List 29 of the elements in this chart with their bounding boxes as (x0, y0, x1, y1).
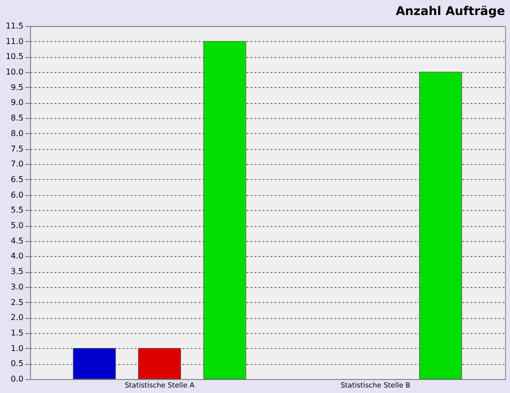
bar (203, 41, 246, 380)
bar (138, 348, 181, 380)
y-tick-label: 1.5 (10, 328, 24, 338)
y-tick-label: 8.0 (10, 128, 24, 138)
y-tick-label: 4.5 (10, 236, 24, 246)
y-tick-label: 11.5 (6, 22, 24, 30)
y-tick-label: 11.0 (6, 36, 24, 46)
bar (72, 348, 116, 380)
chart-title: Anzahl Aufträge (396, 4, 505, 18)
y-tick-label: 9.0 (10, 98, 24, 108)
y-tick-label: 1.0 (10, 344, 24, 353)
y-tick-label: 6.0 (10, 190, 24, 200)
y-tick-label: 7.5 (10, 144, 24, 154)
y-tick-label: 10.5 (6, 52, 24, 62)
y-tick-label: 9.5 (10, 82, 24, 92)
y-tick-label: 2.0 (10, 313, 24, 322)
y-tick-label: 8.5 (10, 114, 24, 123)
y-tick-label: 0.0 (10, 374, 24, 384)
y-tick-label: 4.0 (10, 252, 24, 261)
y-tick-label: 10.0 (6, 68, 24, 77)
y-tick-label: 5.5 (10, 206, 24, 215)
y-tick-label: 5.0 (10, 221, 24, 230)
y-tick-label: 7.0 (10, 160, 24, 169)
y-tick-label: 3.0 (10, 282, 24, 292)
y-tick-label: 2.5 (10, 298, 24, 307)
y-tick-label: 3.5 (10, 267, 24, 276)
y-tick-label: 6.5 (10, 174, 24, 184)
y-tick-label: 0.5 (10, 359, 24, 368)
bar (419, 72, 462, 380)
